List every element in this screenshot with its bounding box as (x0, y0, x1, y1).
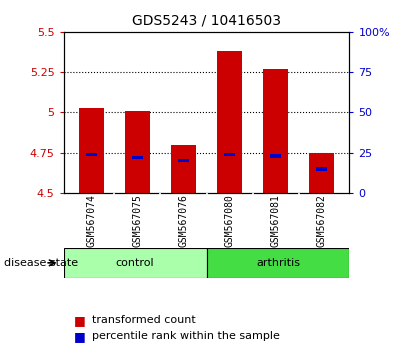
Bar (263, 69, 288, 193)
Bar (132, 156, 143, 159)
Text: percentile rank within the sample: percentile rank within the sample (92, 331, 280, 341)
Text: transformed count: transformed count (92, 315, 196, 325)
Bar (217, 51, 242, 193)
Text: disease state: disease state (4, 258, 78, 268)
Text: GSM567074: GSM567074 (86, 194, 96, 247)
Bar (270, 154, 282, 158)
Text: ■: ■ (74, 330, 86, 343)
Bar (206, 248, 349, 278)
Text: arthritis: arthritis (256, 258, 300, 268)
Bar (178, 159, 189, 162)
Text: control: control (116, 258, 155, 268)
Bar (125, 111, 150, 193)
Bar (309, 153, 335, 193)
Text: GSM567076: GSM567076 (178, 194, 189, 247)
Bar (224, 153, 235, 156)
Text: GSM567075: GSM567075 (132, 194, 143, 247)
Bar (171, 144, 196, 193)
Text: GSM567080: GSM567080 (224, 194, 235, 247)
Text: GSM567082: GSM567082 (317, 194, 327, 247)
Text: ■: ■ (74, 314, 86, 327)
Bar (79, 108, 104, 193)
Text: GSM567081: GSM567081 (270, 194, 281, 247)
Title: GDS5243 / 10416503: GDS5243 / 10416503 (132, 14, 281, 28)
Bar (316, 167, 328, 171)
Bar (85, 153, 97, 156)
Bar (64, 248, 206, 278)
